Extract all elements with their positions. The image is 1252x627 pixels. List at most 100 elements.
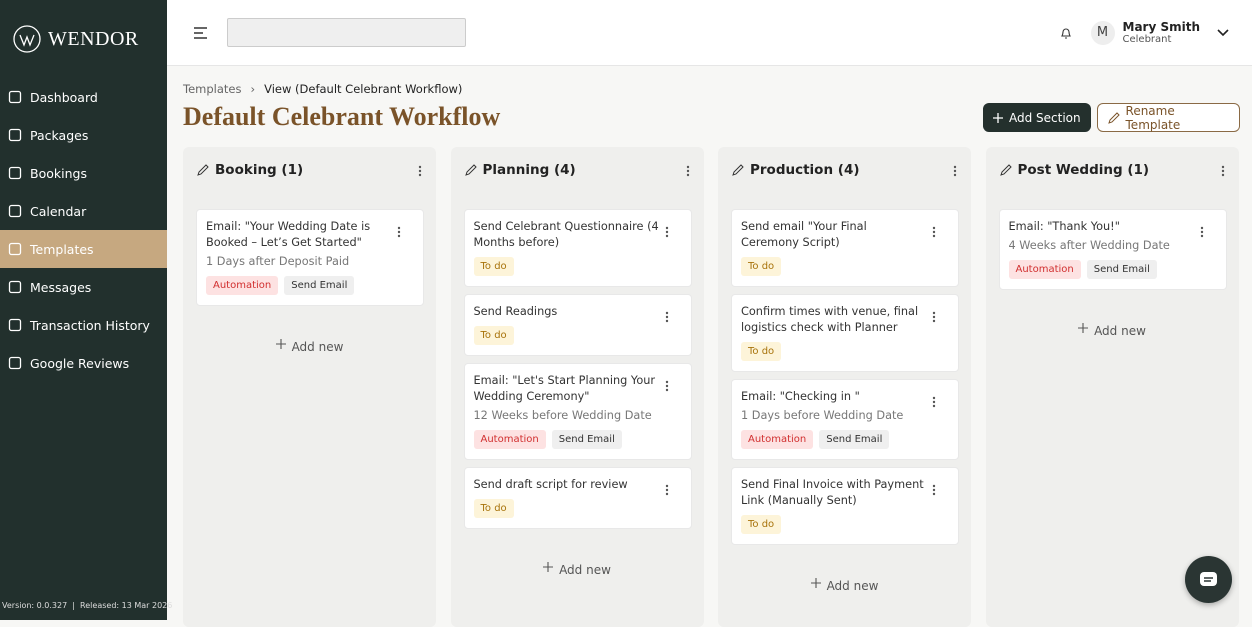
card-subtitle: 4 Weeks after Wedding Date bbox=[1008, 239, 1170, 252]
user-menu[interactable]: M Mary Smith Celebrant bbox=[1059, 20, 1231, 45]
search-box[interactable] bbox=[227, 18, 466, 47]
card-menu[interactable] bbox=[932, 483, 936, 497]
task-card[interactable]: Send email "Your Final Ceremony Script) T… bbox=[731, 209, 959, 287]
card-menu[interactable] bbox=[665, 310, 669, 324]
card-menu[interactable] bbox=[397, 225, 401, 239]
plus-icon bbox=[993, 112, 1003, 123]
nav-label: Templates bbox=[30, 241, 94, 257]
add-new[interactable]: Add new bbox=[183, 337, 436, 354]
edit-icon bbox=[732, 164, 744, 176]
task-card[interactable]: Send draft script for review To do bbox=[463, 467, 692, 529]
nav-label: Dashboard bbox=[30, 89, 98, 105]
brand-name: WENDOR bbox=[48, 27, 139, 50]
card-menu[interactable] bbox=[932, 225, 936, 239]
task-card[interactable]: Email: "Let's Start Planning Your Weddin… bbox=[463, 363, 692, 460]
card-menu[interactable] bbox=[1200, 225, 1204, 239]
tag: Send Email bbox=[1086, 260, 1157, 279]
tag: To do bbox=[741, 342, 782, 361]
nav-item[interactable]: Google Reviews bbox=[0, 344, 167, 382]
card-menu[interactable] bbox=[665, 483, 669, 497]
nav-icon bbox=[8, 204, 22, 218]
plus-icon bbox=[543, 562, 554, 572]
nav-icon bbox=[8, 242, 22, 256]
card-subtitle: 1 Days after Deposit Paid bbox=[206, 255, 350, 268]
tag: Send Email bbox=[819, 430, 890, 449]
plus-icon bbox=[1078, 323, 1089, 333]
nav-item[interactable]: Calendar bbox=[0, 192, 167, 230]
card-menu[interactable] bbox=[932, 395, 936, 409]
tags: Automation Send Email bbox=[741, 430, 928, 449]
task-card[interactable]: Send Readings To do bbox=[463, 294, 692, 356]
column-header: Planning (4) bbox=[464, 162, 576, 178]
nav-icon bbox=[8, 90, 22, 104]
task-card[interactable]: Confirm times with venue, final logistic… bbox=[731, 294, 959, 372]
plus bbox=[810, 578, 821, 593]
tag: Automation bbox=[741, 430, 814, 449]
version: Version: 0.0.327 | Released: 13 Mar 2026 bbox=[2, 601, 173, 610]
column-menu[interactable] bbox=[418, 164, 422, 178]
card-subtitle: 1 Days before Wedding Date bbox=[741, 409, 904, 422]
tag: Send Email bbox=[284, 276, 355, 295]
tags: Automation Send Email bbox=[473, 430, 661, 449]
card-title: Email: "Let's Start Planning Your Weddin… bbox=[473, 374, 656, 403]
sidebar: WENDOR Dashboard Packages Bookings Calendar… bbox=[0, 0, 172, 620]
tag: To do bbox=[473, 257, 514, 276]
tags: To do bbox=[741, 515, 928, 534]
card-title: Email: "Thank You!" bbox=[1008, 220, 1120, 233]
bell-icon[interactable] bbox=[1059, 26, 1073, 40]
card-title: Send email "Your Final Ceremony Script) bbox=[741, 220, 867, 249]
user-role: Celebrant bbox=[1122, 34, 1172, 45]
nav-label: Transaction History bbox=[30, 317, 150, 333]
column-menu[interactable] bbox=[686, 164, 690, 178]
crumb-link[interactable]: Templates bbox=[183, 82, 242, 96]
card-title: Send Final Invoice with Payment Link (Ma… bbox=[741, 478, 924, 507]
tags: Automation Send Email bbox=[206, 276, 393, 295]
edit-icon bbox=[999, 164, 1012, 176]
nav-icon bbox=[8, 128, 22, 142]
add-section-button[interactable]: Add Section bbox=[983, 103, 1091, 132]
nav-label: Calendar bbox=[30, 203, 87, 219]
tag: Automation bbox=[473, 430, 546, 449]
add-new[interactable]: Add new bbox=[986, 321, 1239, 338]
card-menu[interactable] bbox=[932, 310, 936, 324]
plus-icon bbox=[275, 339, 286, 349]
add-new[interactable]: Add new bbox=[451, 560, 704, 577]
add-new[interactable]: Add new bbox=[718, 576, 971, 593]
task-card[interactable]: Send Celebrant Questionnaire (4 Months b… bbox=[463, 209, 692, 287]
card-title: Send draft script for review bbox=[473, 478, 628, 491]
column-menu[interactable] bbox=[1221, 164, 1225, 178]
nav-item[interactable]: Packages bbox=[0, 116, 167, 154]
card-title: Email: "Checking in " bbox=[741, 390, 860, 403]
nav-item[interactable]: Bookings bbox=[0, 154, 167, 192]
nav-item[interactable]: Dashboard bbox=[0, 78, 167, 116]
task-card[interactable]: Send Final Invoice with Payment Link (Ma… bbox=[731, 467, 959, 545]
add-label: Add new bbox=[291, 340, 344, 354]
nav-icon bbox=[8, 280, 22, 294]
nav-item[interactable]: Transaction History bbox=[0, 306, 167, 344]
task-card[interactable]: Email: "Thank You!" 4 Weeks after Wedding… bbox=[998, 209, 1227, 290]
nav-item[interactable]: Templates bbox=[0, 230, 167, 268]
tag: Automation bbox=[1008, 260, 1081, 279]
user-name: Mary Smith bbox=[1122, 20, 1201, 34]
menu-icon[interactable] bbox=[193, 26, 209, 40]
task-card[interactable]: Email: "Your Wedding Date is Booked – Le… bbox=[196, 209, 424, 306]
tags: To do bbox=[473, 499, 661, 518]
chevron[interactable] bbox=[1216, 28, 1230, 38]
chat-button[interactable] bbox=[1185, 556, 1232, 603]
task-card[interactable]: Email: "Checking in " 1 Days before Weddi… bbox=[731, 379, 959, 460]
nav-label: Bookings bbox=[30, 165, 87, 181]
card-menu[interactable] bbox=[665, 379, 669, 393]
nav-label: Messages bbox=[30, 279, 92, 295]
nav-item[interactable]: Messages bbox=[0, 268, 167, 306]
tag: To do bbox=[741, 257, 782, 276]
rename-button[interactable]: Rename Template bbox=[1097, 103, 1240, 132]
tag: To do bbox=[741, 515, 782, 534]
tag: To do bbox=[473, 326, 514, 345]
tag: Automation bbox=[206, 276, 279, 295]
card-subtitle: 12 Weeks before Wedding Date bbox=[473, 409, 652, 422]
column-menu[interactable] bbox=[953, 164, 957, 178]
plus bbox=[275, 339, 286, 354]
card-menu[interactable] bbox=[665, 225, 669, 239]
column-title: Production (4) bbox=[750, 162, 860, 178]
